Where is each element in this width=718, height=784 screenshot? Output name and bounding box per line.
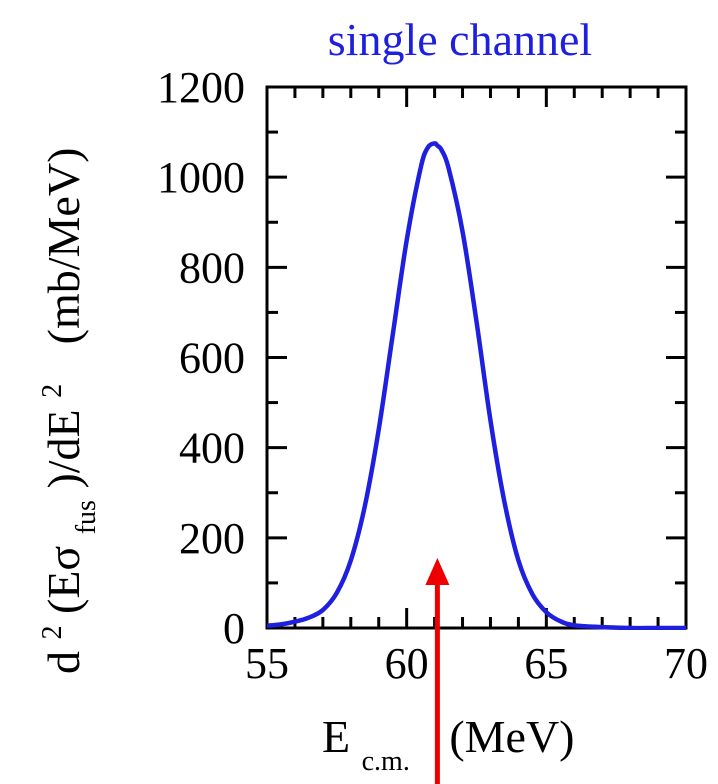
ticks <box>265 85 688 630</box>
x-axis-label: E c.m. (MeV) <box>322 711 575 780</box>
svg-text:d 2 (Eσ fus: d 2 (Eσ fus )/dE 2 (mb/MeV) <box>20 148 105 674</box>
x-tick-label: 55 <box>245 639 289 688</box>
y-tick-label: 0 <box>223 604 245 653</box>
y-tick-label: 1000 <box>157 153 245 202</box>
x-tick-label: 70 <box>664 639 708 688</box>
y-tick-labels: 0 200 400 600 800 1000 1200 <box>157 63 245 653</box>
y-tick-label: 200 <box>179 514 245 563</box>
x-tick-label: 65 <box>524 639 568 688</box>
x-tick-label: 60 <box>385 639 429 688</box>
y-axis-label: d 2 (Eσ fus )/dE 2 (mb/MeV) <box>20 148 105 674</box>
x-tick-labels: 55 60 65 70 <box>245 639 708 688</box>
y-tick-label: 600 <box>179 334 245 383</box>
annotation-arrow <box>425 558 450 784</box>
chart-title: single channel <box>328 14 592 65</box>
x-axis-label-unit: (MeV) <box>449 711 574 762</box>
annotation-arrow-head <box>425 558 450 585</box>
y-tick-label: 1200 <box>157 63 245 112</box>
plot-frame <box>265 85 688 630</box>
y-tick-label: 400 <box>179 424 245 473</box>
series-line <box>267 141 686 630</box>
y-tick-label: 800 <box>179 243 245 292</box>
x-axis-label-sub: c.m. <box>362 746 410 777</box>
